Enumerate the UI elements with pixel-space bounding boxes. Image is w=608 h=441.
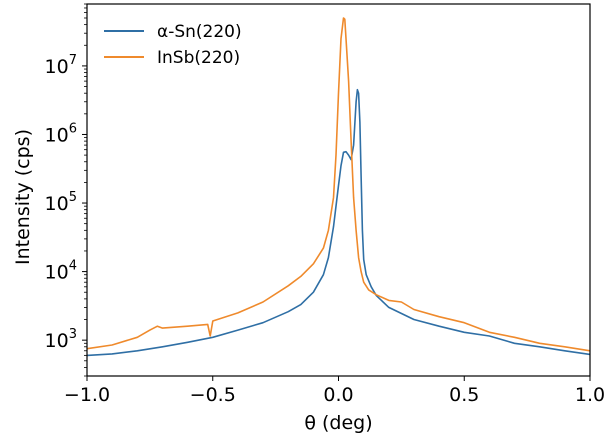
x-tick-label: 0.0 <box>323 384 353 406</box>
x-axis-label: θ (deg) <box>304 412 372 434</box>
x-tick-label: 1.0 <box>575 384 605 406</box>
y-axis-label: Intensity (cps) <box>12 129 34 265</box>
y-tick-label: 105 <box>45 190 77 215</box>
x-tick-label: 0.5 <box>449 384 479 406</box>
legend-label-insb: InSb(220) <box>157 48 240 68</box>
y-tick-label: 106 <box>45 121 77 146</box>
x-tick-label: −0.5 <box>190 384 236 406</box>
tick-layer: −1.0 −0.5 0.0 0.5 1.0 103 104 105 106 107 <box>45 3 605 406</box>
x-tick-label: −1.0 <box>64 384 110 406</box>
legend: α-Sn(220) InSb(220) <box>104 22 242 68</box>
series-line-alpha-sn <box>86 88 591 357</box>
legend-label-alpha-sn: α-Sn(220) <box>157 22 242 42</box>
y-tick-label: 104 <box>45 259 77 284</box>
y-tick-label: 103 <box>45 327 77 352</box>
y-tick-label: 107 <box>45 53 77 78</box>
series-line-insb <box>86 17 591 352</box>
series-layer <box>86 17 591 357</box>
